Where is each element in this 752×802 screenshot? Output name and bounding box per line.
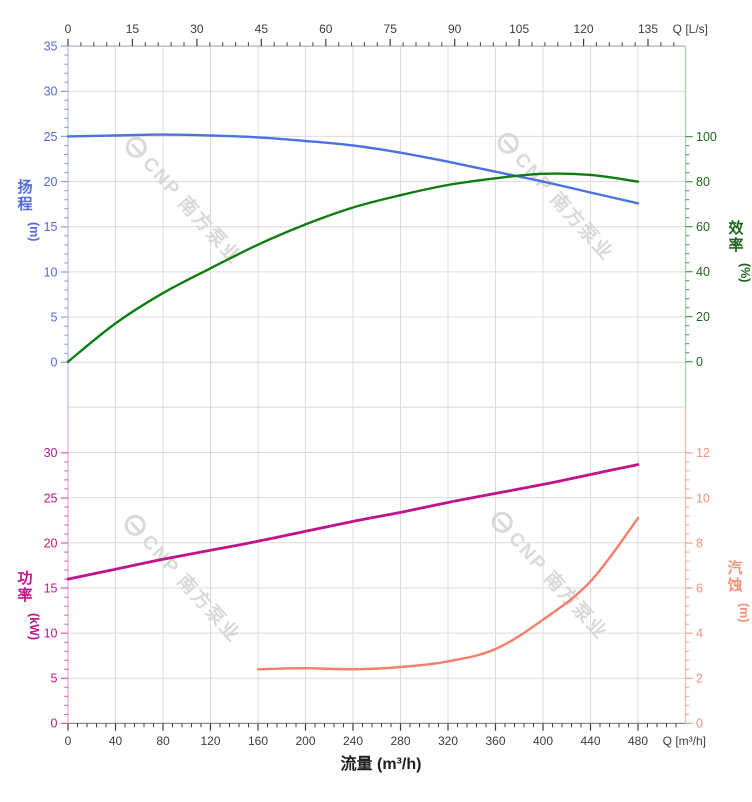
power-curve <box>66 463 640 581</box>
efficiency-axis-tick-label: 20 <box>696 310 710 324</box>
bottom-axis-tick-label: 240 <box>343 734 363 748</box>
head-axis-title-unit: (m) <box>27 222 41 241</box>
watermark-text: CNP 南方泵业 <box>504 527 613 644</box>
npsh-axis-tick-label: 6 <box>696 581 703 595</box>
npsh-axis-tick-label: 0 <box>696 717 703 731</box>
watermark-text: CNP 南方泵业 <box>138 152 247 269</box>
flow-axis-title: 流量 (m³/h) <box>341 754 422 773</box>
bottom-axis-tick-label: 280 <box>390 734 410 748</box>
npsh-curve <box>256 517 640 671</box>
head-axis-title: 扬程 (m) <box>17 178 41 241</box>
bottom-axis-tick-label: 480 <box>628 734 648 748</box>
bottom-axis-tick-label: 40 <box>109 734 123 748</box>
efficiency-curve <box>66 172 640 363</box>
top-axis-q-ls: 0 15 30 45 60 75 90 105 120 135 Q [L/s] <box>65 22 708 47</box>
bottom-axis-tick-label: 200 <box>295 734 315 748</box>
efficiency-axis-tick-label: 80 <box>696 175 710 189</box>
power-axis-tick-label: 0 <box>51 717 58 731</box>
efficiency-axis-tick-label: 0 <box>696 355 703 369</box>
bottom-axis-tick-label: 160 <box>248 734 268 748</box>
head-axis-title-text: 程 <box>17 196 32 213</box>
cnp-logo-icon <box>124 514 146 536</box>
head-axis-tick-label: 35 <box>44 39 58 53</box>
npsh-axis-title-text: 蚀 <box>726 576 742 594</box>
power-axis-title: 功率 (kW) <box>17 570 41 640</box>
cnp-logo-icon <box>491 511 513 533</box>
efficiency-axis-title: 效率 (%) <box>728 219 752 282</box>
bottom-axis-unit-label: Q [m³/h] <box>663 734 706 748</box>
bottom-axis-tick-label: 120 <box>200 734 220 748</box>
npsh-axis-title-unit: (m) <box>737 603 751 622</box>
power-axis: 0 5 10 15 20 25 30 <box>44 446 68 731</box>
power-axis-tick-label: 25 <box>44 491 58 505</box>
head-axis-tick-label: 25 <box>44 130 58 144</box>
bottom-axis-tick-label: 440 <box>580 734 600 748</box>
top-axis-unit-label: Q [L/s] <box>673 22 708 36</box>
npsh-axis-tick-label: 2 <box>696 672 703 686</box>
head-axis-title-text: 扬 <box>17 178 32 196</box>
head-axis-tick-label: 30 <box>44 85 58 99</box>
cnp-logo-icon <box>125 136 147 158</box>
npsh-axis-title-text: 汽 <box>727 559 742 577</box>
bottom-axis-tick-label: 80 <box>156 734 170 748</box>
top-axis-tick-label: 60 <box>319 22 333 36</box>
power-axis-title-text: 功 <box>17 570 32 587</box>
top-axis-tick-label: 120 <box>574 22 594 36</box>
efficiency-axis: 0 20 40 60 80 100 <box>685 130 717 369</box>
npsh-axis-tick-label: 4 <box>696 627 703 641</box>
efficiency-axis-title-text: 效 <box>728 219 744 237</box>
npsh-axis-tick-label: 8 <box>696 536 703 550</box>
watermark-text: CNP 南方泵业 <box>510 148 619 265</box>
power-axis-tick-label: 10 <box>44 627 58 641</box>
bottom-axis-tick-label: 400 <box>533 734 553 748</box>
cnp-logo-icon <box>497 132 519 154</box>
npsh-axis-tick-label: 12 <box>696 446 710 460</box>
top-axis-tick-label: 135 <box>638 22 658 36</box>
efficiency-axis-tick-label: 40 <box>696 265 710 279</box>
bottom-axis-tick-label: 0 <box>65 734 72 748</box>
watermark-instance: CNP 南方泵业 <box>497 132 619 265</box>
head-curve <box>66 133 640 205</box>
power-axis-tick-label: 30 <box>44 446 58 460</box>
watermark: CNP 南方泵业 CNP 南方泵业 CNP 南方泵业 CNP 南方泵业 <box>124 132 619 647</box>
efficiency-axis-title-text: 率 <box>728 236 743 254</box>
top-axis-tick-label: 45 <box>255 22 269 36</box>
bottom-axis-tick-label: 360 <box>485 734 505 748</box>
bottom-axis-q-m3h: 0 40 80 120 160 200 240 280 320 360 400 440 480 Q [m³… <box>65 723 706 773</box>
head-axis-tick-label: 10 <box>44 265 58 279</box>
top-axis-tick-label: 15 <box>126 22 140 36</box>
head-axis: 0 5 10 15 20 25 30 35 <box>44 39 68 370</box>
npsh-axis-tick-label: 10 <box>696 491 710 505</box>
power-axis-title-unit: (kW) <box>27 613 41 640</box>
top-axis-tick-label: 0 <box>65 22 72 36</box>
head-axis-tick-label: 0 <box>51 356 58 370</box>
top-axis-tick-label: 90 <box>448 22 462 36</box>
efficiency-axis-tick-label: 60 <box>696 220 710 234</box>
watermark-instance: CNP 南方泵业 <box>124 514 246 647</box>
efficiency-axis-tick-label: 100 <box>696 130 717 144</box>
top-axis-tick-label: 30 <box>190 22 204 36</box>
power-axis-tick-label: 20 <box>44 536 58 550</box>
npsh-axis: 0 2 4 6 8 10 12 <box>685 446 710 731</box>
top-axis-tick-label: 75 <box>384 22 398 36</box>
head-axis-tick-label: 15 <box>44 220 58 234</box>
gridlines <box>68 46 686 724</box>
efficiency-axis-title-unit: (%) <box>738 263 752 282</box>
top-axis-tick-label: 105 <box>509 22 529 36</box>
head-axis-tick-label: 5 <box>51 310 58 324</box>
bottom-axis-tick-label: 320 <box>438 734 458 748</box>
watermark-instance: CNP 南方泵业 <box>125 136 247 269</box>
power-axis-tick-label: 5 <box>51 672 58 686</box>
npsh-axis-title: 汽蚀 (m) <box>726 559 751 622</box>
head-axis-tick-label: 20 <box>44 175 58 189</box>
power-axis-tick-label: 15 <box>44 581 58 595</box>
power-axis-title-text: 率 <box>17 586 32 604</box>
